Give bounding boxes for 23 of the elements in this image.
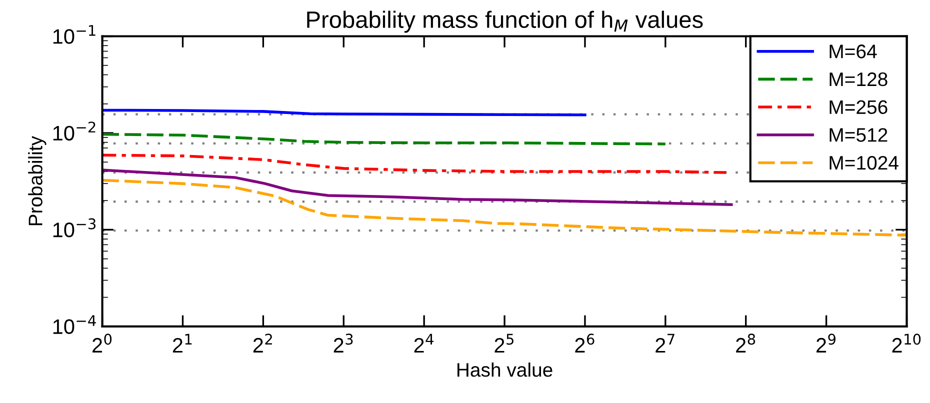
legend-label: M=128	[830, 72, 888, 86]
y-tick-label: 10$^{−1}$	[53, 25, 96, 44]
x-tick-label: 2$^{8}$	[736, 334, 756, 352]
x-tick-label: 2$^{6}$	[575, 334, 594, 352]
chart-title: Probability mass function of h$_{M}$ values	[307, 10, 703, 33]
x-tick-label: 2$^{1}$	[172, 334, 192, 352]
y-tick-label: 10$^{−4}$	[53, 315, 96, 334]
x-tick-label: 2$^{4}$	[414, 334, 434, 352]
x-tick-label: 2$^{2}$	[253, 334, 272, 352]
y-tick-label: 10$^{−2}$	[53, 122, 96, 141]
x-tick-label: 2$^{9}$	[816, 334, 836, 352]
x-tick-label: 2$^{0}$	[92, 334, 112, 352]
legend-label: M=256	[830, 100, 888, 114]
x-tick-label: 2$^{5}$	[494, 334, 514, 352]
legend-label: M=1024	[830, 156, 898, 170]
x-tick-label: 2$^{7}$	[656, 334, 674, 352]
x-tick-label: 2$^{3}$	[334, 334, 353, 352]
legend-label: M=64	[830, 44, 877, 58]
x-tick-label: 2$^{10}$	[892, 334, 921, 352]
y-tick-label: 10$^{−3}$	[53, 218, 96, 238]
x-axis-title: Hash value	[457, 362, 552, 377]
legend-label: M=512	[830, 128, 888, 142]
y-axis-title: Probability	[28, 136, 46, 226]
